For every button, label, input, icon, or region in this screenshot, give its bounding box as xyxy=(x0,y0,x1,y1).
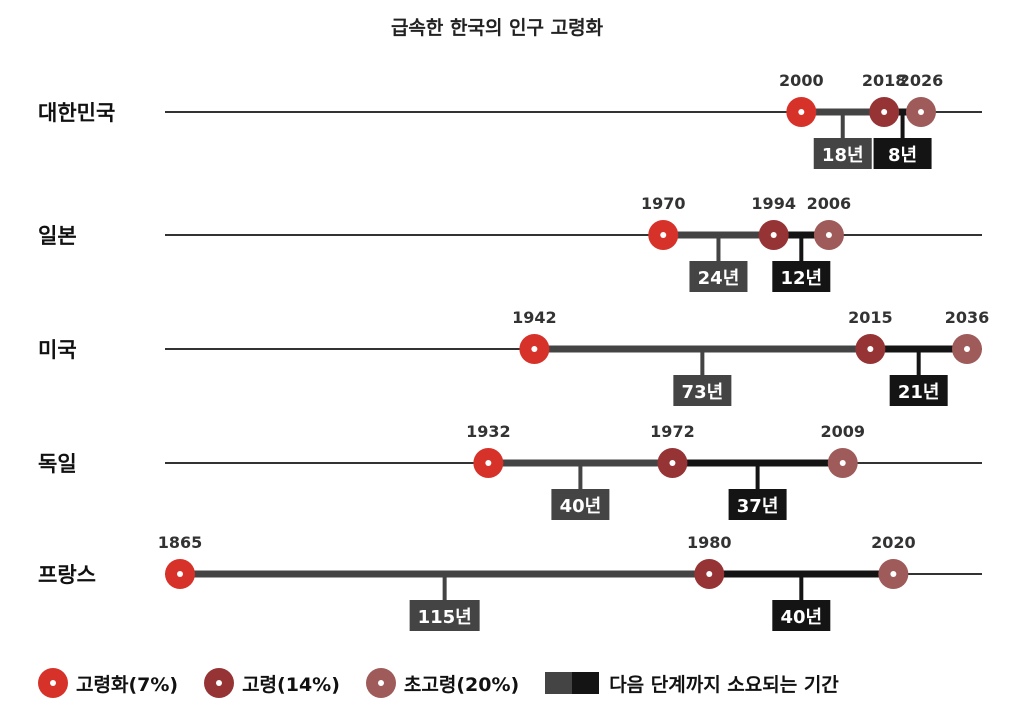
legend-superaged-icon xyxy=(365,668,396,698)
country-row: 미국 73년 21년 1942 2015 2036 xyxy=(38,308,989,406)
duration-label: 8년 xyxy=(888,145,917,166)
duration-box xyxy=(873,138,932,169)
year-label: 2009 xyxy=(820,422,865,441)
year-label: 1972 xyxy=(650,422,695,441)
duration-label: 40년 xyxy=(560,496,602,517)
duration-box xyxy=(728,489,787,520)
stage-marker-center xyxy=(706,571,713,577)
country-label: 일본 xyxy=(38,224,77,248)
stage-marker-center xyxy=(867,346,874,352)
stage-marker-center xyxy=(917,109,924,115)
legend-aging-label: 고령화(7%) xyxy=(76,673,179,696)
year-label: 1994 xyxy=(751,194,796,213)
duration-label: 18년 xyxy=(822,145,864,166)
year-label: 1970 xyxy=(641,194,686,213)
country-label: 미국 xyxy=(38,338,77,362)
stage-marker-center xyxy=(839,460,846,466)
legend-aged-icon xyxy=(204,668,235,698)
duration-box xyxy=(772,261,831,292)
stage-marker-center xyxy=(669,460,676,466)
duration-box xyxy=(889,375,948,406)
duration-box xyxy=(689,261,748,292)
stage-marker-center xyxy=(798,109,805,115)
duration-box xyxy=(772,600,831,631)
duration-label: 24년 xyxy=(698,268,740,289)
year-label: 1865 xyxy=(158,533,203,552)
legend-item-aging: 고령화(7%) xyxy=(38,668,178,698)
country-label: 프랑스 xyxy=(38,563,96,587)
duration-label: 37년 xyxy=(737,496,779,517)
year-label: 2020 xyxy=(871,533,916,552)
stage-marker-center xyxy=(881,109,888,115)
country-row: 일본 24년 12년 1970 1994 2006 xyxy=(38,194,982,292)
legend-item-duration: 다음 단계까지 소요되는 기간 xyxy=(545,670,839,697)
legend-item-aged: 고령(14%) xyxy=(204,668,340,698)
duration-label: 73년 xyxy=(682,382,724,403)
year-label: 1932 xyxy=(466,422,511,441)
stage-marker-center xyxy=(770,232,777,238)
stage-marker-center xyxy=(825,232,832,238)
year-label: 2036 xyxy=(945,308,990,327)
legend-duration-icon xyxy=(545,672,600,694)
duration-label: 21년 xyxy=(898,382,940,403)
duration-label: 12년 xyxy=(781,268,823,289)
country-row: 프랑스 115년 40년 1865 1980 2020 xyxy=(38,533,982,631)
legend-item-superaged: 초고령(20%) xyxy=(365,668,520,698)
stage-marker-center xyxy=(964,346,970,352)
duration-box xyxy=(409,600,480,631)
stage-marker-center xyxy=(890,571,897,577)
year-label: 1942 xyxy=(512,308,557,327)
stage-marker-center xyxy=(177,571,183,577)
year-label: 2018 xyxy=(862,71,907,90)
country-label: 대한민국 xyxy=(38,101,115,125)
legend-aging-icon xyxy=(38,668,68,698)
duration-box xyxy=(673,375,732,406)
year-label: 2000 xyxy=(779,71,824,90)
legend-superaged-label: 초고령(20%) xyxy=(403,673,520,696)
country-row: 독일 40년 37년 1932 1972 2009 xyxy=(38,422,982,520)
country-label: 독일 xyxy=(38,452,77,476)
year-label: 1980 xyxy=(687,533,732,552)
year-label: 2015 xyxy=(848,308,893,327)
chart-title: 급속한 한국의 인구 고령화 xyxy=(391,17,604,39)
duration-label: 40년 xyxy=(781,607,823,628)
duration-label: 115년 xyxy=(418,607,472,628)
year-label: 2026 xyxy=(899,71,944,90)
duration-box xyxy=(551,489,610,520)
year-label: 2006 xyxy=(807,194,852,213)
legend-duration-label: 다음 단계까지 소요되는 기간 xyxy=(609,673,839,696)
legend-aged-label: 고령(14%) xyxy=(242,673,340,696)
stage-marker-center xyxy=(485,460,492,466)
duration-box xyxy=(813,138,872,169)
stage-marker-center xyxy=(531,346,538,352)
legend: 고령화(7%) 고령(14%) 초고령(20%) 다음 단계까지 소요되는 기간 xyxy=(38,668,865,698)
stage-marker-center xyxy=(660,232,667,238)
